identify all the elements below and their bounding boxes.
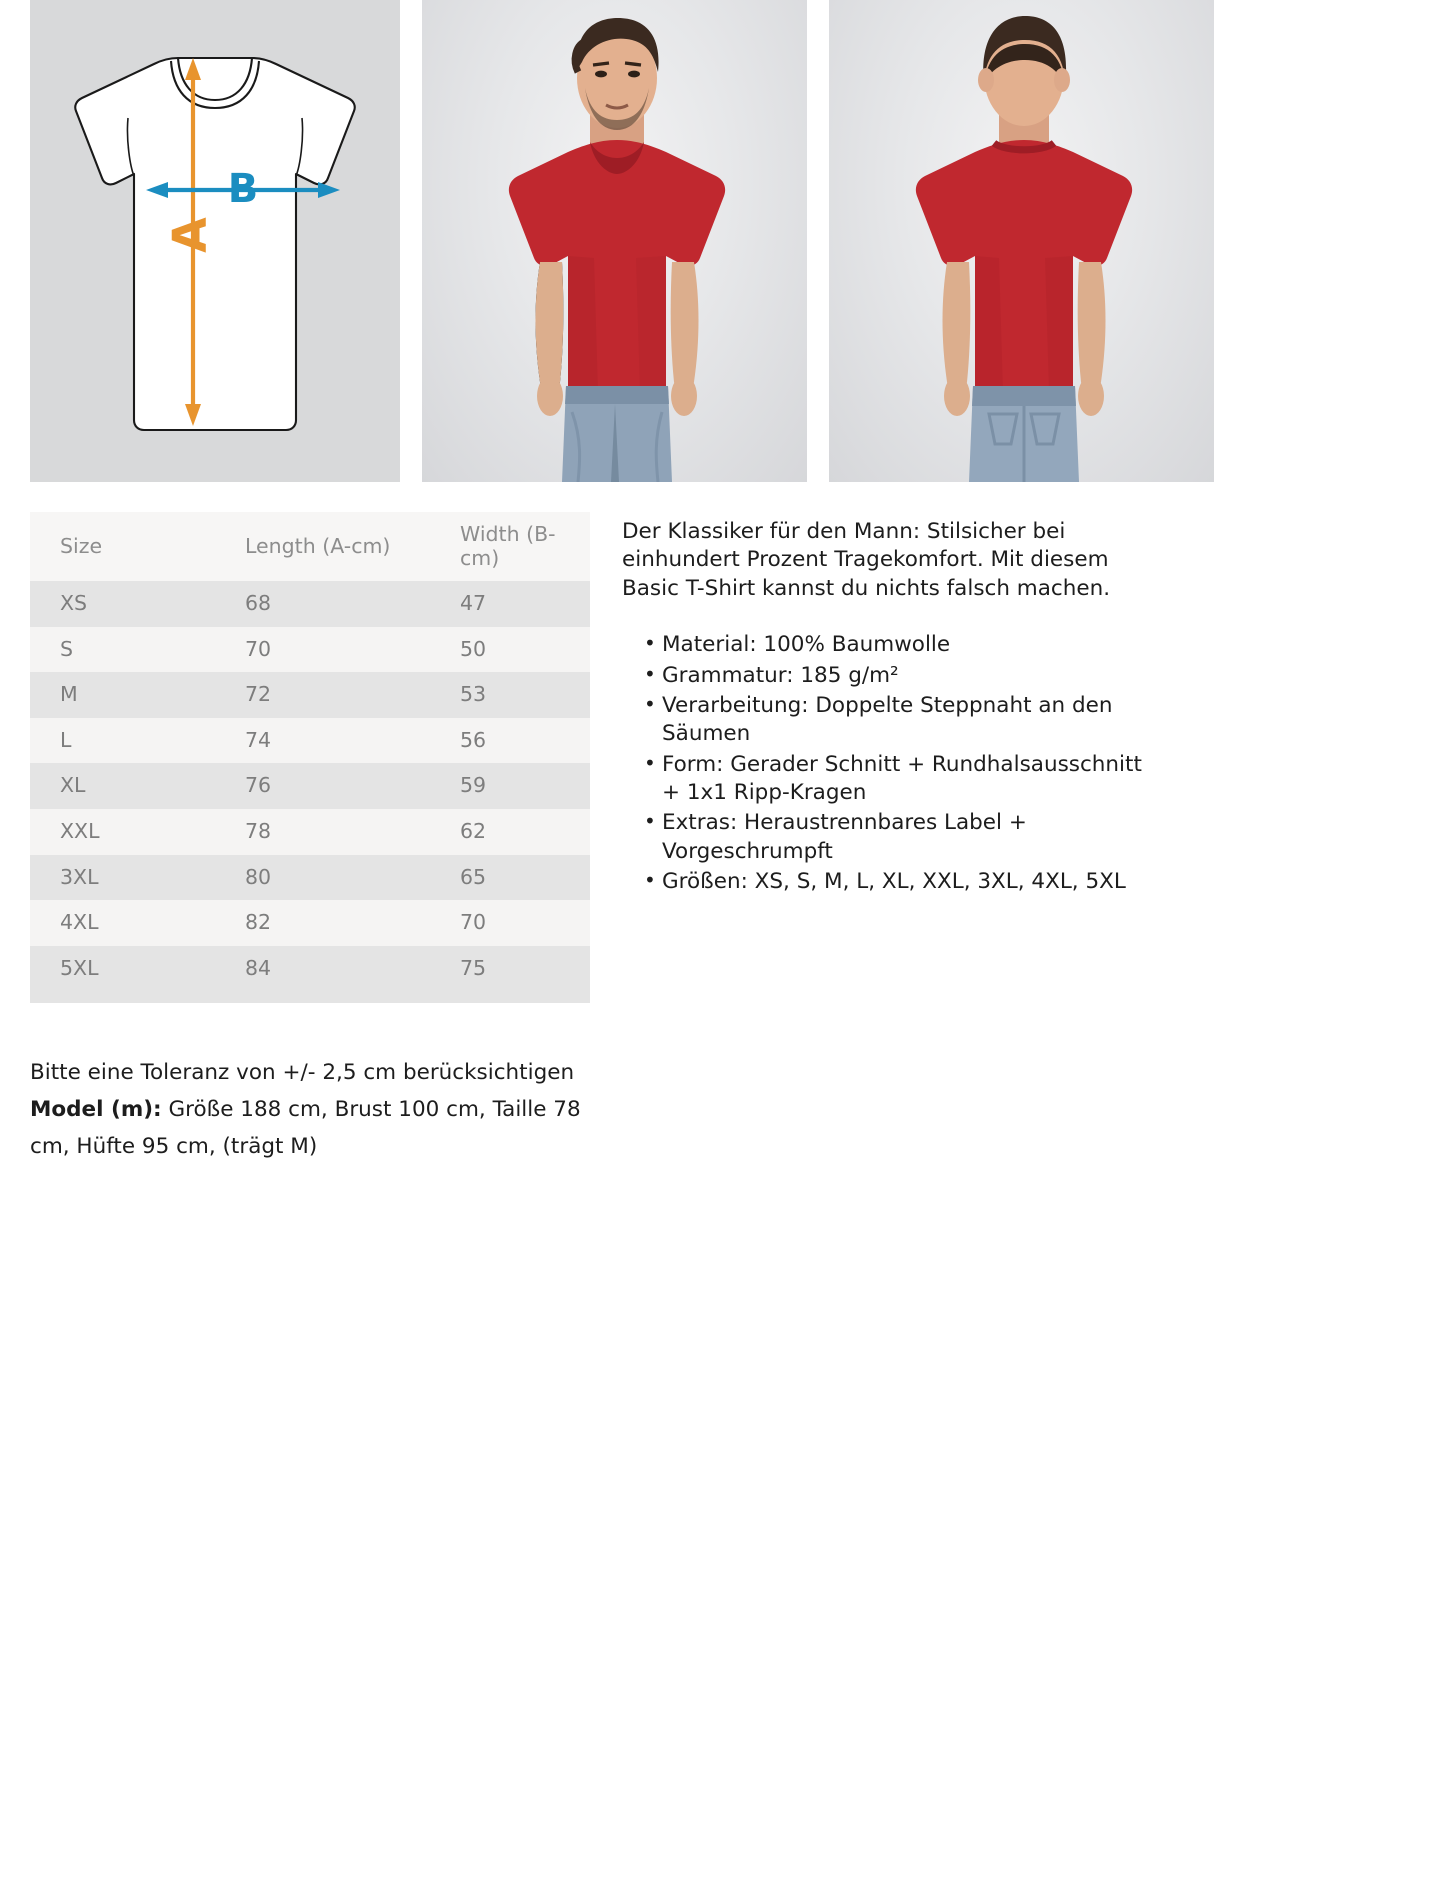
list-item: Verarbeitung: Doppelte Steppnaht an den … bbox=[644, 691, 1152, 749]
feature-list: Material: 100% Baumwolle Grammatur: 185 … bbox=[622, 630, 1152, 896]
cell-width: 53 bbox=[460, 682, 487, 707]
measurement-note: Bitte eine Toleranz von +/- 2,5 cm berüc… bbox=[0, 1055, 620, 1166]
table-row: S 70 50 bbox=[30, 626, 590, 673]
list-item: Größen: XS, S, M, L, XL, XXL, 3XL, 4XL, … bbox=[644, 867, 1152, 896]
model-front-photo bbox=[422, 0, 807, 482]
tshirt-measurement-diagram-icon: A B bbox=[74, 56, 356, 432]
model-label: Model (m): bbox=[30, 1097, 162, 1123]
table-row: XXL 78 62 bbox=[30, 808, 590, 855]
description-intro: Der Klassiker für den Mann: Stilsicher b… bbox=[622, 519, 1111, 601]
model-measurements: Größe 188 cm, Brust 100 cm, Taille 78 cm… bbox=[30, 1097, 581, 1160]
list-item: Grammatur: 185 g/m² bbox=[644, 660, 1152, 690]
product-details-section: Size Length (A-cm) Width (B-cm) XS 68 47… bbox=[0, 512, 1445, 1004]
list-item: Extras: Heraustrennbares Label + Vorgesc… bbox=[644, 808, 1152, 866]
cell-width: 59 bbox=[460, 773, 487, 798]
cell-size: 5XL bbox=[60, 955, 99, 980]
cell-width: 62 bbox=[460, 818, 487, 843]
product-image-gallery: A B bbox=[0, 0, 1445, 482]
cell-width: 65 bbox=[460, 864, 487, 889]
table-row: 3XL 80 65 bbox=[30, 854, 590, 901]
cell-length: 72 bbox=[245, 682, 272, 707]
cell-width: 47 bbox=[460, 591, 487, 616]
size-chart-container: Size Length (A-cm) Width (B-cm) XS 68 47… bbox=[30, 512, 590, 1004]
cell-size: 3XL bbox=[60, 864, 99, 889]
cell-width: 70 bbox=[460, 910, 487, 935]
cell-length: 74 bbox=[245, 727, 272, 752]
size-chart-table: Size Length (A-cm) Width (B-cm) XS 68 47… bbox=[30, 512, 590, 992]
table-row: M 72 53 bbox=[30, 672, 590, 718]
cell-width: 50 bbox=[460, 636, 487, 661]
cell-width: 75 bbox=[460, 955, 487, 980]
cell-length: 84 bbox=[245, 955, 272, 980]
cell-size: M bbox=[60, 682, 78, 707]
cell-length: 70 bbox=[245, 636, 272, 661]
cell-length: 76 bbox=[245, 773, 272, 798]
cell-size: XXL bbox=[60, 818, 100, 843]
table-row: XL 76 59 bbox=[30, 763, 590, 809]
cell-length: 80 bbox=[245, 864, 272, 889]
product-description: Der Klassiker für den Mann: Stilsicher b… bbox=[622, 512, 1152, 1003]
table-bottom-edge bbox=[30, 991, 590, 1004]
table-row: XS 68 47 bbox=[30, 581, 590, 627]
column-header-length: Length (A-cm) bbox=[245, 533, 391, 558]
table-row: 5XL 84 75 bbox=[30, 945, 590, 992]
cell-size: 4XL bbox=[60, 910, 99, 935]
cell-length: 82 bbox=[245, 910, 272, 935]
tolerance-text: Bitte eine Toleranz von +/- 2,5 cm berüc… bbox=[30, 1060, 575, 1086]
table-row: L 74 56 bbox=[30, 717, 590, 764]
width-arrow-b bbox=[146, 182, 340, 198]
table-row: 4XL 82 70 bbox=[30, 900, 590, 946]
model-front-illustration bbox=[508, 18, 726, 482]
model-back-illustration bbox=[915, 16, 1133, 482]
column-header-width: Width (B-cm) bbox=[460, 522, 556, 570]
cell-length: 68 bbox=[245, 591, 272, 616]
length-arrow-a bbox=[185, 58, 201, 426]
cell-size: XL bbox=[60, 773, 86, 798]
list-item: Form: Gerader Schnitt + Rundhalsausschni… bbox=[644, 750, 1152, 808]
column-header-size: Size bbox=[60, 533, 103, 558]
list-item: Material: 100% Baumwolle bbox=[644, 630, 1152, 659]
width-label-b: B bbox=[228, 166, 259, 212]
model-back-photo bbox=[829, 0, 1214, 482]
cell-size: S bbox=[60, 636, 74, 661]
cell-length: 78 bbox=[245, 818, 272, 843]
table-header-row: Size Length (A-cm) Width (B-cm) bbox=[30, 512, 590, 582]
cell-size: XS bbox=[60, 591, 88, 616]
cell-size: L bbox=[60, 727, 72, 752]
length-label-a: A bbox=[163, 217, 217, 253]
cell-width: 56 bbox=[460, 727, 487, 752]
size-diagram-panel: A B bbox=[30, 0, 400, 482]
